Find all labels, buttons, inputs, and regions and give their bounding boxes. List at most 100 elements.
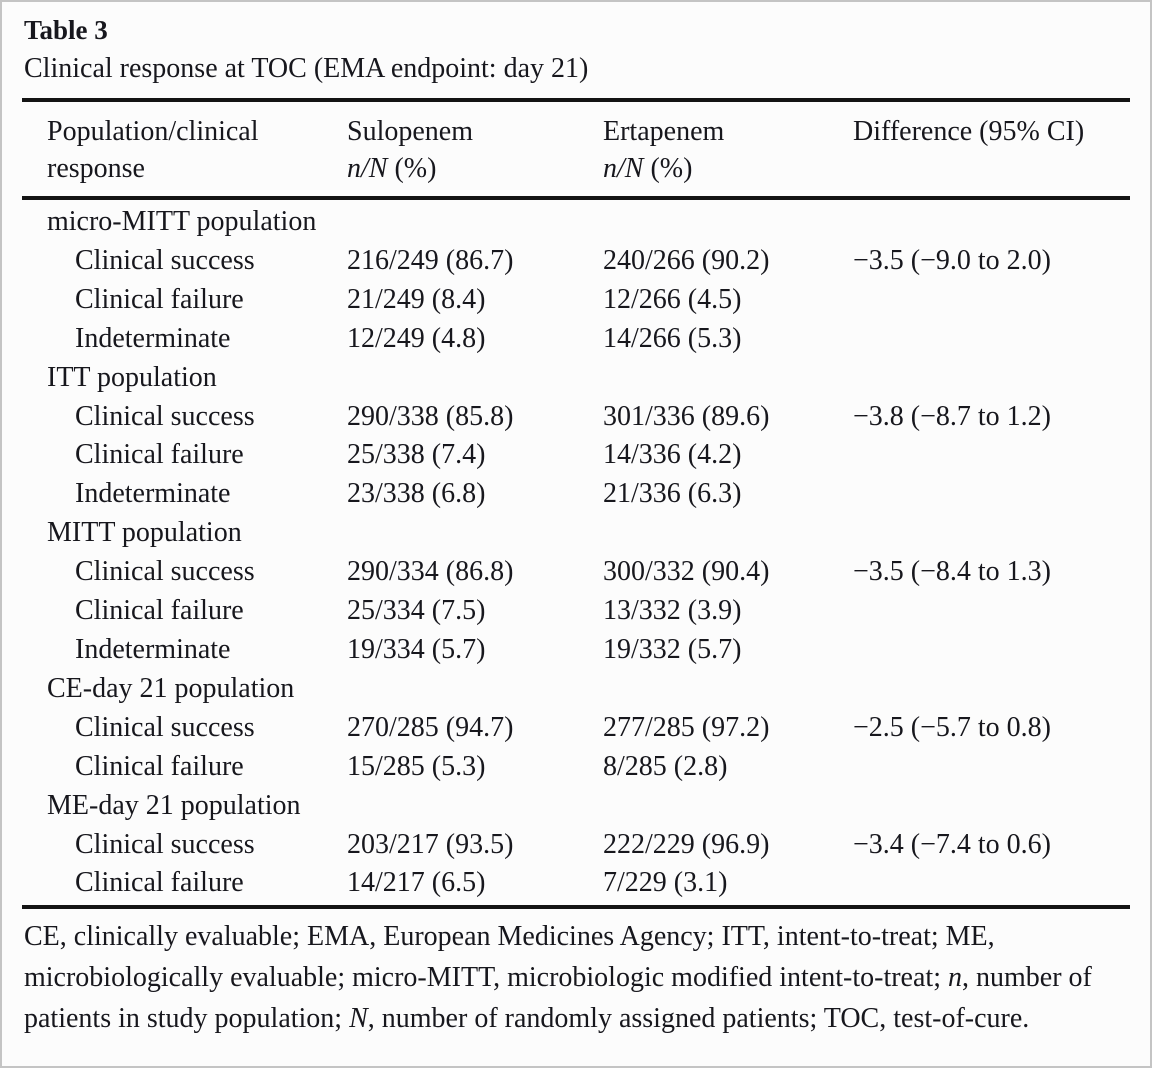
row-label: Clinical failure: [75, 439, 244, 471]
sulopenem-value: 25/334 (7.5): [347, 595, 486, 627]
data-row: Clinical failure 15/285 (5.3) 8/285 (2.8): [22, 748, 1130, 787]
col-header-difference-text: Difference (95% CI): [853, 116, 1085, 147]
ertapenem-value: 13/332 (3.9): [603, 595, 742, 627]
data-row: Clinical failure 14/217 (6.5) 7/229 (3.1): [22, 864, 1130, 903]
table-body: micro-MITT population Clinical success 216…: [22, 198, 1130, 903]
data-row: Clinical success 270/285 (94.7) 277/285 (9…: [22, 709, 1130, 748]
data-row: Indeterminate 23/338 (6.8) 21/336 (6.3): [22, 475, 1130, 514]
row-label: Clinical failure: [75, 283, 244, 315]
ertapenem-value: 222/229 (96.9): [603, 828, 770, 860]
data-row: Indeterminate 12/249 (4.8) 14/266 (5.3): [22, 320, 1130, 359]
row-label: Indeterminate: [75, 633, 231, 665]
footnote-part3: , number of randomly assigned patients; …: [367, 1003, 1030, 1035]
row-label: Clinical failure: [75, 750, 244, 782]
table-header: Population/clinical response Sulopenem n…: [22, 100, 1130, 200]
col-header-population: Population/clinical response: [22, 100, 347, 200]
row-label: Indeterminate: [75, 478, 231, 510]
footnote-N-italic: N: [349, 1003, 368, 1035]
row-label: Clinical success: [75, 400, 255, 432]
difference-value: [853, 320, 1130, 359]
footnote-part1: CE, clinically evaluable; EMA, European …: [24, 921, 995, 994]
col-header-population-line2: response: [47, 153, 145, 184]
sulopenem-value: 21/249 (8.4): [347, 283, 486, 315]
col-header-sulopenem: Sulopenem n/N (%): [347, 100, 603, 200]
sulopenem-value: 23/338 (6.8): [347, 478, 486, 510]
col-header-ertapenem: Ertapenem n/N (%): [603, 100, 853, 200]
section-header-row: MITT population: [22, 514, 1130, 553]
col-header-sulopenem-name: Sulopenem: [347, 116, 473, 147]
table-label: Table 3: [24, 15, 108, 45]
row-label: Clinical failure: [75, 867, 244, 899]
table-caption: Clinical response at TOC (EMA endpoint: …: [24, 53, 589, 84]
difference-value: −3.5 (−9.0 to 2.0): [853, 244, 1052, 276]
data-row: Indeterminate 19/334 (5.7) 19/332 (5.7): [22, 631, 1130, 670]
difference-value: −3.4 (−7.4 to 0.6): [853, 828, 1052, 860]
sulopenem-value: 15/285 (5.3): [347, 750, 486, 782]
data-row: Clinical failure 25/334 (7.5) 13/332 (3.9): [22, 592, 1130, 631]
difference-value: [853, 748, 1130, 787]
table-bottom-rule: [22, 905, 1130, 910]
sulopenem-value: 216/249 (86.7): [347, 244, 514, 276]
sulopenem-value: 270/285 (94.7): [347, 711, 514, 743]
data-row: Clinical failure 25/338 (7.4) 14/336 (4.2): [22, 436, 1130, 475]
difference-value: [853, 281, 1130, 320]
col-header-population-line1: Population/clinical: [47, 116, 259, 147]
section-header-row: ME-day 21 population: [22, 787, 1130, 826]
section-header-row: micro-MITT population: [22, 198, 1130, 242]
data-row: Clinical success 290/338 (85.8) 301/336 (8…: [22, 398, 1130, 437]
footnote-part2: , number of patients in study population…: [24, 962, 1092, 1035]
ertapenem-value: 14/336 (4.2): [603, 439, 742, 471]
ertapenem-value: 7/229 (3.1): [603, 867, 728, 899]
row-label: Clinical success: [75, 828, 255, 860]
section-header-row: ITT population: [22, 359, 1130, 398]
sulopenem-value: 14/217 (6.5): [347, 867, 486, 899]
data-row: Clinical failure 21/249 (8.4) 12/266 (4.5): [22, 281, 1130, 320]
row-label: Clinical success: [75, 711, 255, 743]
ertapenem-value: 14/266 (5.3): [603, 322, 742, 354]
col-header-ertapenem-pct: (%): [643, 153, 693, 184]
ertapenem-value: 8/285 (2.8): [603, 750, 728, 782]
col-header-difference: Difference (95% CI): [853, 100, 1130, 200]
ertapenem-value: 19/332 (5.7): [603, 633, 742, 665]
sulopenem-value: 290/334 (86.8): [347, 556, 514, 588]
clinical-response-table: Population/clinical response Sulopenem n…: [22, 98, 1130, 903]
row-label: Indeterminate: [75, 322, 231, 354]
sulopenem-value: 290/338 (85.8): [347, 400, 514, 432]
section-header-label: ITT population: [47, 361, 217, 393]
data-row: Clinical success 203/217 (93.5) 222/229 (9…: [22, 826, 1130, 865]
ertapenem-value: 277/285 (97.2): [603, 711, 770, 743]
row-label: Clinical failure: [75, 595, 244, 627]
section-header-row: CE-day 21 population: [22, 670, 1130, 709]
difference-value: −3.5 (−8.4 to 1.3): [853, 556, 1052, 588]
difference-value: −3.8 (−8.7 to 1.2): [853, 400, 1052, 432]
header-row: Population/clinical response Sulopenem n…: [22, 100, 1130, 200]
difference-value: [853, 475, 1130, 514]
row-label: Clinical success: [75, 244, 255, 276]
ertapenem-value: 12/266 (4.5): [603, 283, 742, 315]
difference-value: −2.5 (−5.7 to 0.8): [853, 711, 1052, 743]
section-header-label: CE-day 21 population: [47, 672, 295, 704]
col-header-ertapenem-nN: n/N: [603, 153, 644, 184]
section-header-label: micro-MITT population: [47, 206, 317, 237]
col-header-sulopenem-nN: n/N: [347, 153, 388, 184]
ertapenem-value: 240/266 (90.2): [603, 244, 770, 276]
difference-value: [853, 864, 1130, 903]
col-header-ertapenem-name: Ertapenem: [603, 116, 725, 147]
section-header-label: MITT population: [47, 517, 242, 549]
data-row: Clinical success 216/249 (86.7) 240/266 (9…: [22, 242, 1130, 281]
ertapenem-value: 300/332 (90.4): [603, 556, 770, 588]
difference-value: [853, 592, 1130, 631]
col-header-sulopenem-pct: (%): [387, 153, 437, 184]
sulopenem-value: 203/217 (93.5): [347, 828, 514, 860]
section-header-label: ME-day 21 population: [47, 789, 301, 821]
difference-value: [853, 631, 1130, 670]
ertapenem-value: 21/336 (6.3): [603, 478, 742, 510]
difference-value: [853, 436, 1130, 475]
row-label: Clinical success: [75, 556, 255, 588]
data-row: Clinical success 290/334 (86.8) 300/332 (9…: [22, 553, 1130, 592]
ertapenem-value: 301/336 (89.6): [603, 400, 770, 432]
footnote-n-italic: n: [947, 962, 962, 994]
sulopenem-value: 19/334 (5.7): [347, 633, 486, 665]
sulopenem-value: 12/249 (4.8): [347, 322, 486, 354]
